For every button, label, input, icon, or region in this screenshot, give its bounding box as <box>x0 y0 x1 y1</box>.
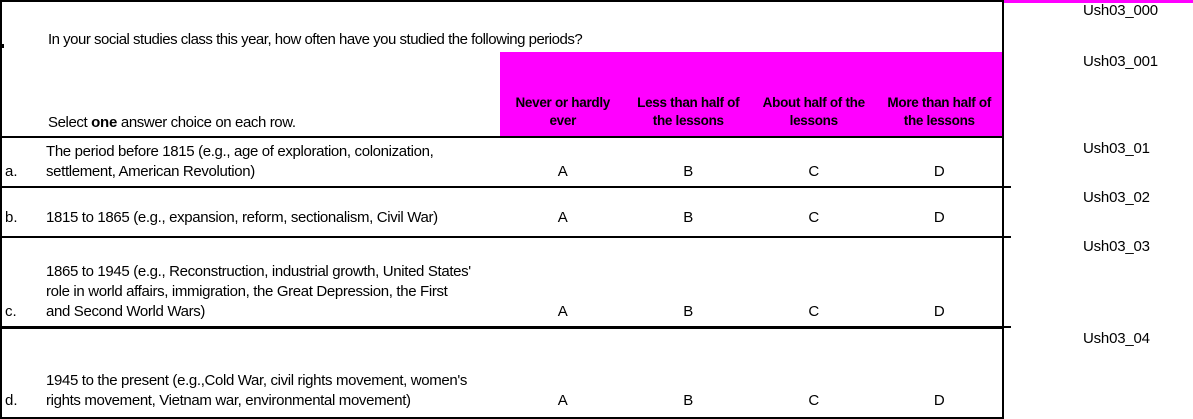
row-text-line: and Second World Wars) <box>46 303 206 320</box>
table-row-a: a. The period before 1815 (e.g., age of … <box>0 138 1002 186</box>
column-header-line: the lessons <box>903 113 975 128</box>
answer-choice-a[interactable]: A <box>557 209 568 226</box>
answer-choice-c[interactable]: C <box>808 392 820 409</box>
row-text-line: 1815 to 1865 (e.g., expansion, reform, s… <box>46 209 438 226</box>
answer-choice-a[interactable]: A <box>557 163 568 180</box>
variable-code: Ush03_000 <box>1083 2 1158 19</box>
variable-code: Ush03_04 <box>1083 330 1150 347</box>
row-text-line: 1945 to the present (e.g.,Cold War, civi… <box>46 372 468 389</box>
answer-choice-d[interactable]: D <box>933 163 945 180</box>
row-text: 1945 to the present (e.g.,Cold War, civi… <box>46 371 500 411</box>
column-header-line: ever <box>549 113 577 128</box>
column-header-about-half: About half of the lessons <box>751 52 877 136</box>
table-row-c: c. 1865 to 1945 (e.g., Reconstruction, i… <box>0 239 1002 326</box>
answer-choice-c[interactable]: C <box>808 163 820 180</box>
column-header-line: Never or hardly <box>515 95 611 110</box>
answer-choice-d[interactable]: D <box>933 392 945 409</box>
answer-choice-d[interactable]: D <box>933 209 945 226</box>
answer-choice-b[interactable]: B <box>683 392 694 409</box>
answer-choice-b[interactable]: B <box>683 163 694 180</box>
row-separator-c-d <box>0 326 1002 329</box>
column-header-more-than-half: More than half of the lessons <box>877 52 1003 136</box>
left-edge-tick <box>0 44 4 48</box>
answer-choice-b[interactable]: B <box>683 303 694 320</box>
answer-choice-a[interactable]: A <box>557 303 568 320</box>
row-text-line: role in world affairs, immigration, the … <box>46 283 448 300</box>
row-text: 1815 to 1865 (e.g., expansion, reform, s… <box>46 208 500 228</box>
table-row-d: d. 1945 to the present (e.g.,Cold War, c… <box>0 329 1002 417</box>
select-instruction: Select one answer choice on each row. <box>48 114 296 131</box>
highlight-top-strip <box>1004 0 1193 3</box>
row-separator-b-c <box>0 236 1002 238</box>
answer-choice-c[interactable]: C <box>808 303 820 320</box>
variable-code: Ush03_01 <box>1083 140 1150 157</box>
answer-choices: A B C D <box>500 391 1002 411</box>
question-prompt: In your social studies class this year, … <box>48 31 583 48</box>
answer-choices: A B C D <box>500 162 1002 182</box>
divider-tick <box>1002 326 1011 328</box>
row-text-line: rights movement, Vietnam war, environmen… <box>46 392 411 409</box>
table-row-b: b. 1815 to 1865 (e.g., expansion, reform… <box>0 188 1002 236</box>
row-label: b. <box>5 209 18 226</box>
column-header-line: Less than half of <box>637 95 740 110</box>
instruction-suffix: answer choice on each row. <box>117 114 296 131</box>
row-text-line: The period before 1815 (e.g., age of exp… <box>46 143 434 160</box>
row-text-line: settlement, American Revolution) <box>46 163 255 180</box>
divider-tick <box>1002 236 1011 238</box>
table-right-divider <box>1002 0 1004 419</box>
answer-choice-c[interactable]: C <box>808 209 820 226</box>
instruction-bold-word: one <box>91 114 118 131</box>
column-header-line: More than half of <box>887 95 992 110</box>
column-header-line: About half of the <box>762 95 865 110</box>
answer-choice-d[interactable]: D <box>933 303 945 320</box>
divider-tick <box>1002 186 1011 188</box>
answer-choices: A B C D <box>500 302 1002 322</box>
variable-code: Ush03_02 <box>1083 189 1150 206</box>
column-header-never: Never or hardly ever <box>500 52 626 136</box>
column-header-less-than-half: Less than half of the lessons <box>626 52 752 136</box>
row-separator-header <box>0 136 1002 138</box>
column-header-line: the lessons <box>652 113 724 128</box>
row-label: a. <box>5 163 18 180</box>
row-text-line: 1865 to 1945 (e.g., Reconstruction, indu… <box>46 263 471 280</box>
answer-scale-header: Never or hardly ever Less than half of the… <box>500 52 1002 136</box>
instruction-prefix: Select <box>48 114 92 131</box>
answer-choices: A B C D <box>500 208 1002 228</box>
answer-choice-a[interactable]: A <box>557 392 568 409</box>
column-header-line: lessons <box>789 113 838 128</box>
variable-code: Ush03_001 <box>1083 53 1158 70</box>
table-border-bottom <box>0 417 1002 419</box>
row-separator-a-b <box>0 186 1002 188</box>
answer-choice-b[interactable]: B <box>683 209 694 226</box>
row-label: d. <box>5 392 18 409</box>
variable-code: Ush03_03 <box>1083 238 1150 255</box>
row-text: 1865 to 1945 (e.g., Reconstruction, indu… <box>46 262 500 322</box>
row-label: c. <box>5 303 17 320</box>
table-border-left <box>0 0 2 419</box>
row-text: The period before 1815 (e.g., age of exp… <box>46 142 500 182</box>
table-border-top <box>0 0 1002 2</box>
